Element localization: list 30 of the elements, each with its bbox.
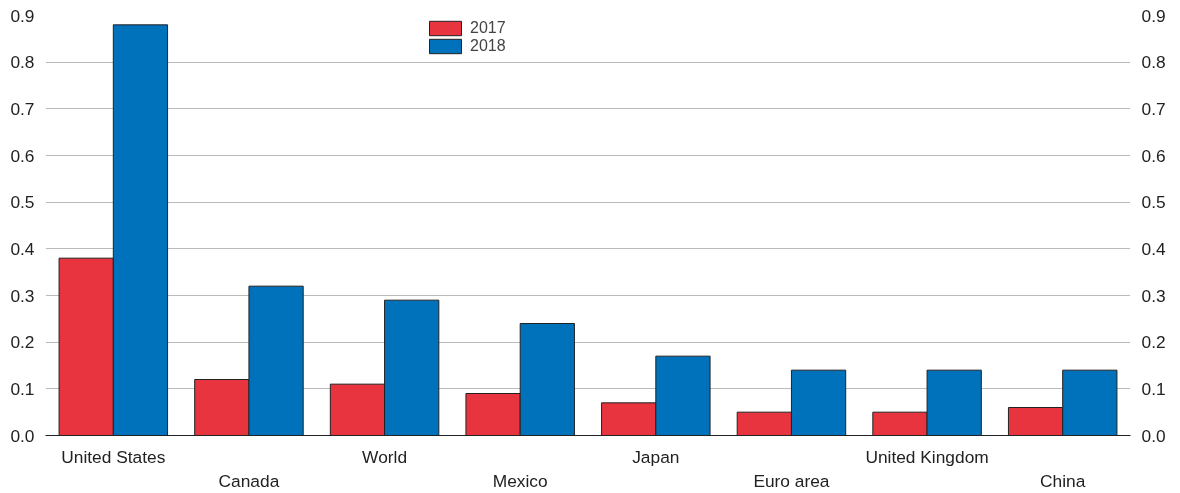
- y-tick-label: 0.1: [10, 378, 35, 399]
- y2-tick-label: 0.1: [1141, 378, 1166, 399]
- y2-tick-label: 0.0: [1141, 425, 1166, 446]
- x-tick-label: Canada: [218, 470, 280, 491]
- x-tick-label: United States: [61, 446, 166, 467]
- y-tick-label: 0.5: [10, 192, 35, 213]
- y2-tick-label: 0.7: [1141, 98, 1166, 119]
- legend-label: 2017: [470, 19, 506, 37]
- y-tick-label: 0.9: [10, 5, 35, 26]
- y2-tick-label: 0.5: [1141, 192, 1166, 213]
- x-tick-label: Mexico: [492, 470, 548, 491]
- y-tick-label: 0.3: [10, 285, 35, 306]
- y2-tick-label: 0.2: [1141, 332, 1166, 353]
- y-tick-label: 0.6: [10, 145, 35, 166]
- y2-tick-label: 0.4: [1141, 238, 1166, 259]
- y-tick-label: 0.4: [10, 238, 35, 259]
- y-tick-label: 0.8: [10, 52, 35, 73]
- x-tick-label: World: [362, 446, 408, 467]
- y-tick-label: 0.7: [10, 98, 35, 119]
- x-tick-label: Japan: [632, 446, 680, 467]
- y-tick-label: 0.0: [10, 425, 35, 446]
- y2-tick-label: 0.9: [1141, 5, 1166, 26]
- x-tick-label: China: [1040, 470, 1086, 491]
- y-tick-label: 0.2: [10, 332, 35, 353]
- y2-tick-label: 0.3: [1141, 285, 1166, 306]
- y2-tick-label: 0.8: [1141, 52, 1166, 73]
- y2-tick-label: 0.6: [1141, 145, 1166, 166]
- legend-label: 2018: [470, 37, 506, 55]
- x-tick-label: Euro area: [753, 470, 830, 491]
- x-tick-label: United Kingdom: [865, 446, 989, 467]
